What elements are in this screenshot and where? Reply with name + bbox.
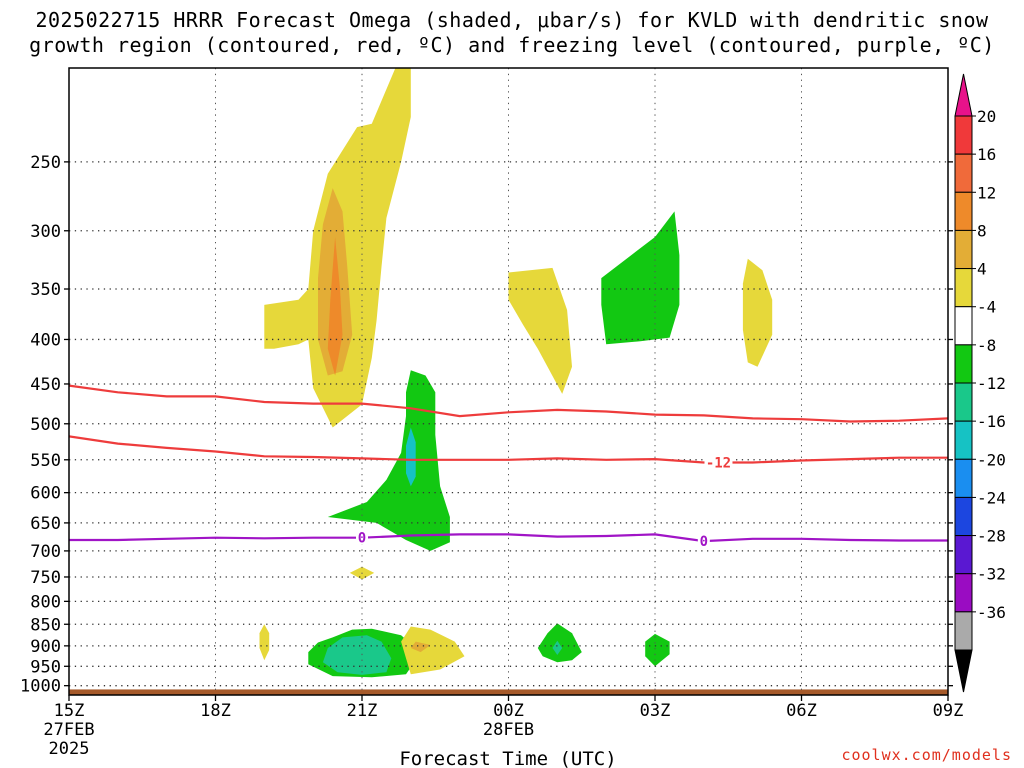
- y-tick-label: 750: [30, 568, 61, 588]
- y-tick-label: 650: [30, 514, 61, 534]
- omega-region-15: [552, 640, 563, 655]
- omega-region-4: [327, 237, 343, 376]
- contour--8: [69, 384, 948, 423]
- contour-label--12: -12: [706, 456, 731, 472]
- chart-title: 2025022715 HRRR Forecast Omega (shaded, …: [0, 8, 1024, 58]
- x-tick-label: 00Z: [493, 701, 524, 721]
- omega-region-1: [508, 267, 572, 394]
- title-line-1: 2025022715 HRRR Forecast Omega (shaded, …: [35, 8, 989, 32]
- colorbar-label: -16: [977, 412, 1006, 431]
- colorbar-label: 12: [977, 183, 996, 202]
- colorbar-swatch: [954, 344, 973, 384]
- colorbar-min-arrow: [954, 649, 973, 693]
- colorbar-swatch: [954, 420, 973, 460]
- omega-region-6: [327, 370, 450, 551]
- colorbar-swatch: [954, 611, 973, 651]
- x-tick-label: 03Z: [640, 701, 671, 721]
- colorbar-label: -36: [977, 603, 1006, 622]
- omega-region-16: [645, 633, 670, 667]
- contour-label-0: 0: [700, 534, 708, 550]
- colorbar-label: -4: [977, 298, 996, 317]
- colorbar-swatch: [954, 306, 973, 346]
- colorbar-label: -24: [977, 488, 1006, 507]
- x-axis-label: Forecast Time (UTC): [399, 748, 616, 768]
- colorbar-swatch: [954, 573, 973, 613]
- contour-label-0: 0: [358, 531, 366, 547]
- y-tick-label: 350: [30, 280, 61, 300]
- colorbar-swatch: [954, 229, 973, 270]
- x-tick-label: 21Z: [347, 701, 378, 721]
- omega-region-14: [537, 623, 582, 663]
- omega-region-9: [322, 635, 392, 675]
- colorbar-label: 16: [977, 145, 996, 164]
- colorbar-label: -12: [977, 374, 1006, 393]
- x-tick-label: 06Z: [786, 701, 817, 721]
- colorbar-swatch: [954, 191, 973, 231]
- omega-region-11: [410, 641, 431, 653]
- y-tick-label: 500: [30, 415, 61, 435]
- y-tick-label: 550: [30, 451, 61, 471]
- x-tick-label: 09Z: [933, 701, 964, 721]
- x-tick-label: 18Z: [200, 701, 231, 721]
- credit-link[interactable]: coolwx.com/models: [841, 746, 1012, 764]
- omega-region-7: [406, 427, 416, 487]
- colorbar-label: -8: [977, 336, 996, 355]
- y-tick-label: 950: [30, 657, 61, 677]
- y-tick-label: 900: [30, 637, 61, 657]
- colorbar-label: 20: [977, 107, 996, 126]
- colorbar-label: -28: [977, 527, 1006, 546]
- y-tick-label: 300: [30, 222, 61, 242]
- omega-region-2: [742, 258, 773, 367]
- terrain-bar: [69, 689, 948, 695]
- colorbar-swatch: [954, 153, 973, 193]
- omega-region-5: [601, 211, 680, 345]
- x-tick-date: 28FEB: [483, 720, 534, 740]
- colorbar-max-arrow: [954, 73, 973, 117]
- y-tick-label: 1000: [20, 677, 61, 697]
- y-tick-label: 400: [30, 330, 61, 350]
- title-line-2: growth region (contoured, red, ºC) and f…: [29, 33, 995, 57]
- colorbar-label: 8: [977, 221, 987, 240]
- colorbar-swatch: [954, 382, 973, 422]
- x-tick-date: 27FEB: [43, 720, 94, 740]
- y-tick-label: 850: [30, 615, 61, 635]
- omega-region-12: [259, 624, 270, 661]
- colorbar-label: -32: [977, 565, 1006, 584]
- x-tick-year: 2025: [49, 739, 90, 759]
- contour--12: [69, 435, 948, 464]
- colorbar-label: -20: [977, 450, 1006, 469]
- colorbar-label: 4: [977, 260, 987, 279]
- colorbar-swatch: [954, 458, 973, 498]
- colorbar-swatch: [954, 268, 973, 308]
- contour-0: [69, 533, 948, 543]
- y-tick-label: 600: [30, 484, 61, 504]
- x-tick-label: 15Z: [54, 701, 85, 721]
- y-tick-label: 450: [30, 375, 61, 395]
- colorbar-swatch: [954, 115, 973, 155]
- y-tick-label: 800: [30, 592, 61, 612]
- omega-region-10: [401, 626, 465, 675]
- y-tick-label: 250: [30, 153, 61, 173]
- colorbar-swatch: [954, 535, 973, 575]
- colorbar-swatch: [954, 496, 973, 537]
- y-tick-label: 700: [30, 542, 61, 562]
